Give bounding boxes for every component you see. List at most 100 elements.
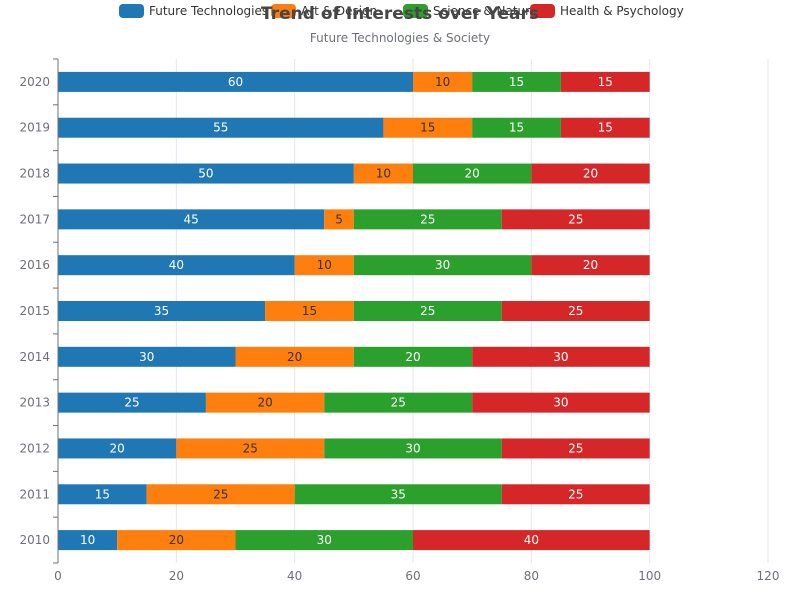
bar-2012-series-0[interactable]: [58, 438, 177, 459]
bar-label-2020-series-2: 15: [509, 75, 524, 89]
legend-swatch: [119, 4, 144, 18]
bar-2016-series-0[interactable]: [58, 255, 295, 276]
bar-2020-series-1[interactable]: [413, 71, 473, 92]
bar-label-2015-series-3: 25: [568, 304, 583, 318]
bar-2010-series-2[interactable]: [235, 530, 414, 551]
bar-label-2020-series-0: 60: [228, 75, 243, 89]
bar-label-2015-series-2: 25: [420, 304, 435, 318]
chart-subtitle: Future Technologies & Society: [310, 31, 490, 45]
bar-label-2017-series-0: 45: [183, 212, 198, 226]
y-tick-label-2013: 2013: [19, 396, 50, 410]
bar-2020-series-2[interactable]: [472, 71, 561, 92]
legend-item-1[interactable]: Art & Design: [271, 4, 377, 18]
bar-2010-series-3[interactable]: [413, 530, 650, 551]
bar-2020-series-0[interactable]: [58, 71, 413, 92]
bar-2018-series-2[interactable]: [413, 163, 532, 184]
bar-2013-series-3[interactable]: [472, 392, 650, 413]
bar-label-2020-series-1: 10: [435, 75, 450, 89]
bar-2014-series-3[interactable]: [472, 346, 650, 367]
bar-2015-series-1[interactable]: [265, 301, 354, 321]
y-tick-label-2018: 2018: [19, 167, 50, 181]
bar-label-2019-series-1: 15: [420, 121, 435, 135]
bar-label-2020-series-3: 15: [598, 75, 613, 89]
legend-swatch: [403, 4, 428, 18]
bar-2011-series-3[interactable]: [501, 484, 650, 505]
bar-label-2017-series-2: 25: [420, 212, 435, 226]
x-tick-label-60: 60: [405, 569, 420, 583]
bar-2017-series-0[interactable]: [58, 209, 325, 230]
bar-2016-series-2[interactable]: [353, 255, 532, 276]
bar-2015-series-0[interactable]: [58, 301, 266, 321]
bar-2017-series-1[interactable]: [324, 209, 354, 230]
bar-label-2012-series-0: 20: [110, 441, 125, 455]
bar-2020-series-3[interactable]: [560, 71, 650, 92]
y-tick-label-2011: 2011: [19, 487, 50, 501]
bar-label-2010-series-3: 40: [524, 533, 539, 547]
legend-label: Future Technologies: [149, 4, 268, 18]
bar-2011-series-0[interactable]: [58, 484, 147, 505]
bar-label-2017-series-1: 5: [335, 212, 343, 226]
legend-swatch: [271, 4, 296, 18]
legend-label: Art & Design: [301, 4, 377, 18]
bar-label-2015-series-1: 15: [302, 304, 317, 318]
chart-title: Trend of Interests over Years: [261, 4, 539, 24]
legend-swatch: [530, 4, 555, 18]
bar-label-2010-series-0: 10: [80, 533, 95, 547]
legend[interactable]: Future Technologies Art & Design Science &…: [119, 4, 684, 18]
bar-2010-series-0[interactable]: [58, 530, 118, 551]
bar-label-2018-series-2: 20: [465, 167, 480, 181]
bar-2015-series-2[interactable]: [353, 301, 502, 321]
x-tick-label-80: 80: [524, 569, 539, 583]
bar-2013-series-0[interactable]: [58, 392, 206, 413]
bar-label-2013-series-3: 30: [553, 396, 568, 410]
bar-2019-series-1[interactable]: [383, 117, 473, 138]
bar-label-2013-series-2: 25: [391, 396, 406, 410]
bar-2014-series-1[interactable]: [235, 346, 354, 367]
bar-2018-series-1[interactable]: [353, 163, 413, 184]
bar-label-2011-series-0: 15: [95, 487, 110, 501]
bar-2017-series-3[interactable]: [501, 209, 650, 230]
bars-group: 10 20 30 40 15 25 35 25 20 25 30 25 25 20 25 30 30 20 20 30…: [58, 71, 650, 551]
y-tick-label-2019: 2019: [19, 121, 50, 135]
bar-2019-series-2[interactable]: [472, 117, 561, 138]
legend-item-0[interactable]: Future Technologies: [119, 4, 268, 18]
bar-label-2010-series-2: 30: [317, 533, 332, 547]
y-tick-label-2016: 2016: [19, 258, 50, 272]
bar-2014-series-0[interactable]: [58, 346, 236, 367]
x-tick-label-20: 20: [169, 569, 184, 583]
bar-2012-series-1[interactable]: [176, 438, 325, 459]
legend-item-2[interactable]: Science & Nature: [403, 4, 537, 18]
y-tick-label-2014: 2014: [19, 350, 50, 364]
bar-2014-series-2[interactable]: [353, 346, 473, 367]
y-tick-label-2020: 2020: [19, 75, 50, 89]
bar-2010-series-1[interactable]: [117, 530, 236, 551]
bar-2012-series-2[interactable]: [324, 438, 502, 459]
bar-label-2012-series-3: 25: [568, 441, 583, 455]
bar-2017-series-2[interactable]: [353, 209, 502, 230]
bar-2016-series-3[interactable]: [531, 255, 650, 276]
y-tick-label-2015: 2015: [19, 304, 50, 318]
y-tick-label-2012: 2012: [19, 441, 50, 455]
bar-2019-series-3[interactable]: [560, 117, 650, 138]
bar-label-2015-series-0: 35: [154, 304, 169, 318]
bar-label-2010-series-1: 20: [169, 533, 184, 547]
bar-2011-series-2[interactable]: [294, 484, 502, 505]
bar-2015-series-3[interactable]: [501, 301, 650, 321]
x-tick-label-100: 100: [638, 569, 661, 583]
bar-2011-series-1[interactable]: [146, 484, 295, 505]
bar-label-2016-series-2: 30: [435, 258, 450, 272]
bar-label-2017-series-3: 25: [568, 212, 583, 226]
bar-label-2013-series-1: 20: [257, 396, 272, 410]
bar-2013-series-1[interactable]: [205, 392, 325, 413]
bar-2013-series-2[interactable]: [324, 392, 473, 413]
bar-2016-series-1[interactable]: [294, 255, 354, 276]
bar-2018-series-3[interactable]: [531, 163, 650, 184]
bar-2018-series-0[interactable]: [58, 163, 354, 184]
bar-2012-series-3[interactable]: [501, 438, 650, 459]
bar-label-2016-series-1: 10: [317, 258, 332, 272]
bar-label-2011-series-3: 25: [568, 487, 583, 501]
legend-item-3[interactable]: Health & Psychology: [530, 4, 684, 18]
bar-2019-series-0[interactable]: [58, 117, 384, 138]
bar-label-2014-series-3: 30: [553, 350, 568, 364]
